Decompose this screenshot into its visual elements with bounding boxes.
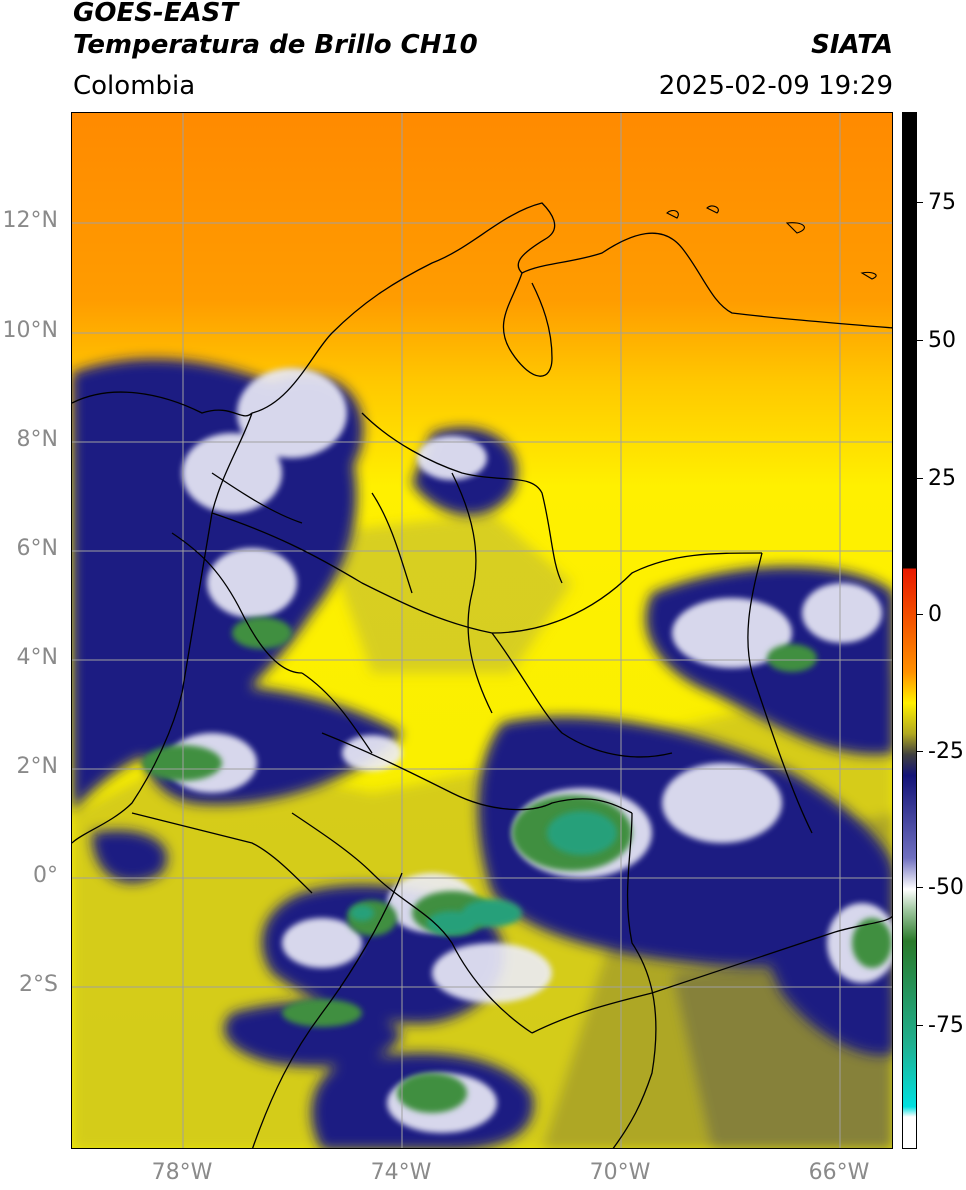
satellite-map[interactable] <box>71 112 893 1149</box>
lat-label-2n: 2°N <box>16 754 58 779</box>
colorbar-label: 25 <box>928 466 956 491</box>
lat-label-6n: 6°N <box>16 536 58 561</box>
colorbar-tick <box>917 340 923 341</box>
source-label: SIATA <box>811 30 893 60</box>
colorbar-label: -75 <box>928 1013 964 1038</box>
lat-label-0: 0° <box>33 863 58 888</box>
datetime-label: 2025-02-09 19:29 <box>658 71 893 101</box>
colorbar-tick <box>917 1025 923 1026</box>
region-label: Colombia <box>73 71 196 101</box>
lat-label-8n: 8°N <box>16 427 58 452</box>
lon-label-78w: 78°W <box>151 1160 213 1185</box>
lat-label-10n: 10°N <box>2 318 58 343</box>
temperature-colorbar <box>902 112 917 1149</box>
colorbar-tick <box>917 202 923 203</box>
coastlines-borders <box>72 202 892 1148</box>
lat-label-12n: 12°N <box>2 208 58 233</box>
colorbar-tick <box>917 614 923 615</box>
lon-label-66w: 66°W <box>808 1160 870 1185</box>
colorbar-label: 0 <box>928 602 942 627</box>
lon-label-70w: 70°W <box>589 1160 651 1185</box>
lat-label-2s: 2°S <box>19 972 58 997</box>
colorbar-tick <box>917 751 923 752</box>
lat-label-4n: 4°N <box>16 645 58 670</box>
graticule <box>72 113 892 1148</box>
satellite-title: GOES-EAST <box>73 0 239 28</box>
brightness-temperature-image <box>72 113 892 1148</box>
colorbar-label: 75 <box>928 190 956 215</box>
colorbar-label: -50 <box>928 875 964 900</box>
product-title: Temperatura de Brillo CH10 <box>73 30 478 60</box>
colorbar-label: 50 <box>928 328 956 353</box>
colorbar-tick <box>917 478 923 479</box>
colorbar-tick <box>917 887 923 888</box>
colorbar-label: -25 <box>928 739 964 764</box>
lon-label-74w: 74°W <box>370 1160 432 1185</box>
